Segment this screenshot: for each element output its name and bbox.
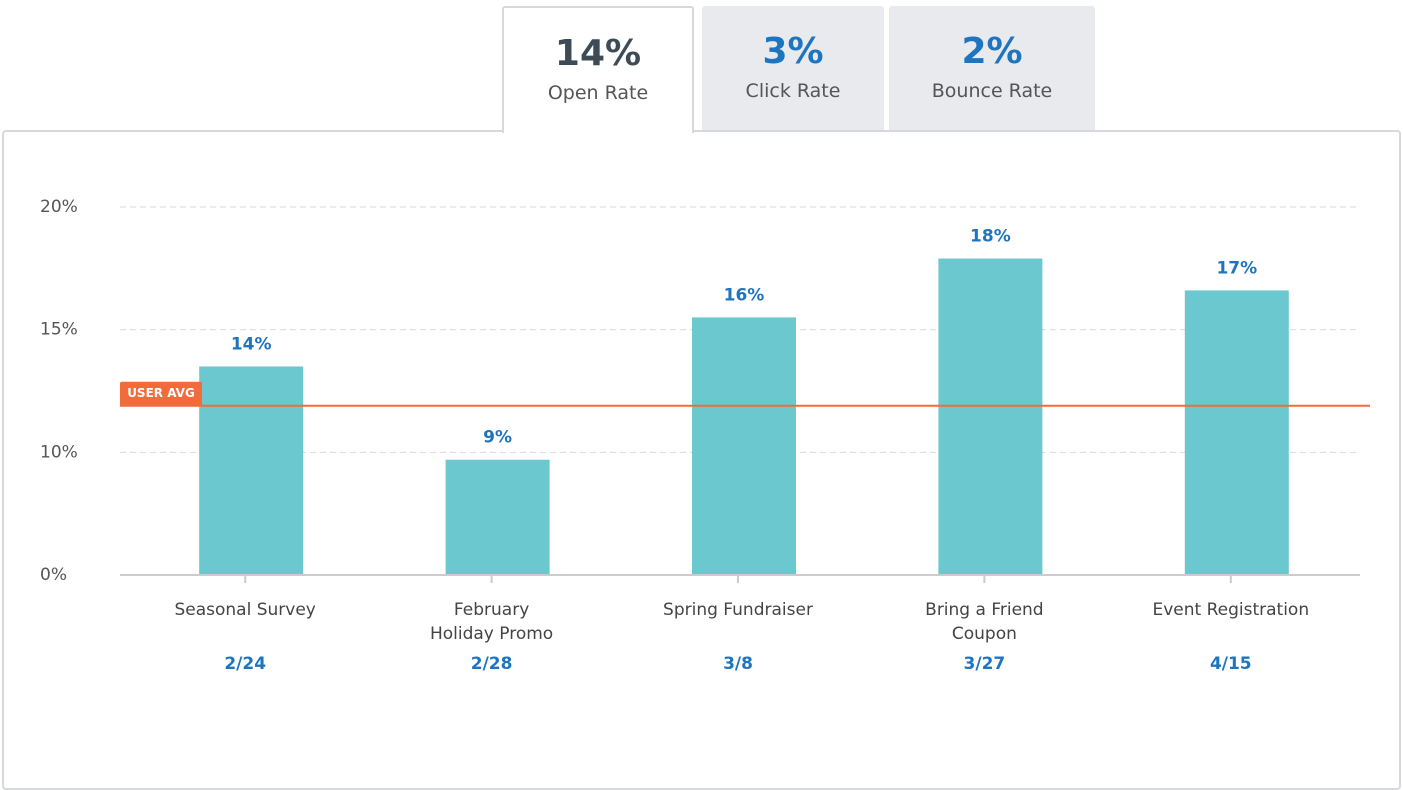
date-label: 2/24 bbox=[224, 654, 267, 674]
x-tick-label: Event Registration bbox=[1152, 600, 1310, 620]
reference-label: USER AVG bbox=[127, 386, 195, 400]
value-label: 16% bbox=[724, 285, 765, 305]
chart: 0% 10% 15% 20% 14% 9% 16% 18% 17% USER AVG bbox=[40, 197, 1370, 585]
tab-label: Click Rate bbox=[745, 80, 841, 102]
tab-label: Bounce Rate bbox=[931, 80, 1053, 102]
bar bbox=[1184, 290, 1289, 575]
y-tick-label: 0% bbox=[40, 565, 67, 585]
bar bbox=[692, 317, 796, 575]
y-tick-label: 20% bbox=[40, 197, 78, 217]
bar bbox=[199, 366, 304, 575]
tab-value: 14% bbox=[554, 33, 642, 74]
tab[interactable]: 14% Open Rate bbox=[502, 6, 694, 133]
tab[interactable]: 2% Bounce Rate bbox=[889, 6, 1095, 130]
value-label: 9% bbox=[483, 428, 512, 448]
date-label: 2/28 bbox=[470, 654, 513, 674]
value-label: 14% bbox=[231, 334, 272, 354]
x-tick-label: February Holiday Promo bbox=[429, 600, 554, 644]
x-tick-label: Bring a Friend Coupon bbox=[925, 600, 1044, 644]
value-label: 17% bbox=[1216, 258, 1257, 278]
x-tick-label: Seasonal Survey bbox=[174, 600, 316, 620]
date-label: 4/15 bbox=[1209, 654, 1252, 674]
tab[interactable]: 3% Click Rate bbox=[702, 6, 884, 130]
date-label: 3/8 bbox=[723, 654, 753, 674]
tab-value: 2% bbox=[961, 31, 1023, 72]
date-label: 3/27 bbox=[963, 654, 1006, 674]
value-label: 18% bbox=[970, 227, 1011, 247]
y-tick-label: 15% bbox=[40, 320, 78, 340]
tab-label: Open Rate bbox=[547, 82, 649, 104]
reference-badge bbox=[120, 381, 202, 406]
x-tick-label: Spring Fundraiser bbox=[663, 600, 813, 620]
bar bbox=[445, 459, 550, 575]
tab-value: 3% bbox=[762, 31, 824, 72]
page: 14% Open Rate 3% Click Rate 2% Bounce Ra… bbox=[2, 6, 1401, 790]
y-tick-label: 10% bbox=[40, 442, 78, 462]
bar bbox=[938, 258, 1043, 575]
